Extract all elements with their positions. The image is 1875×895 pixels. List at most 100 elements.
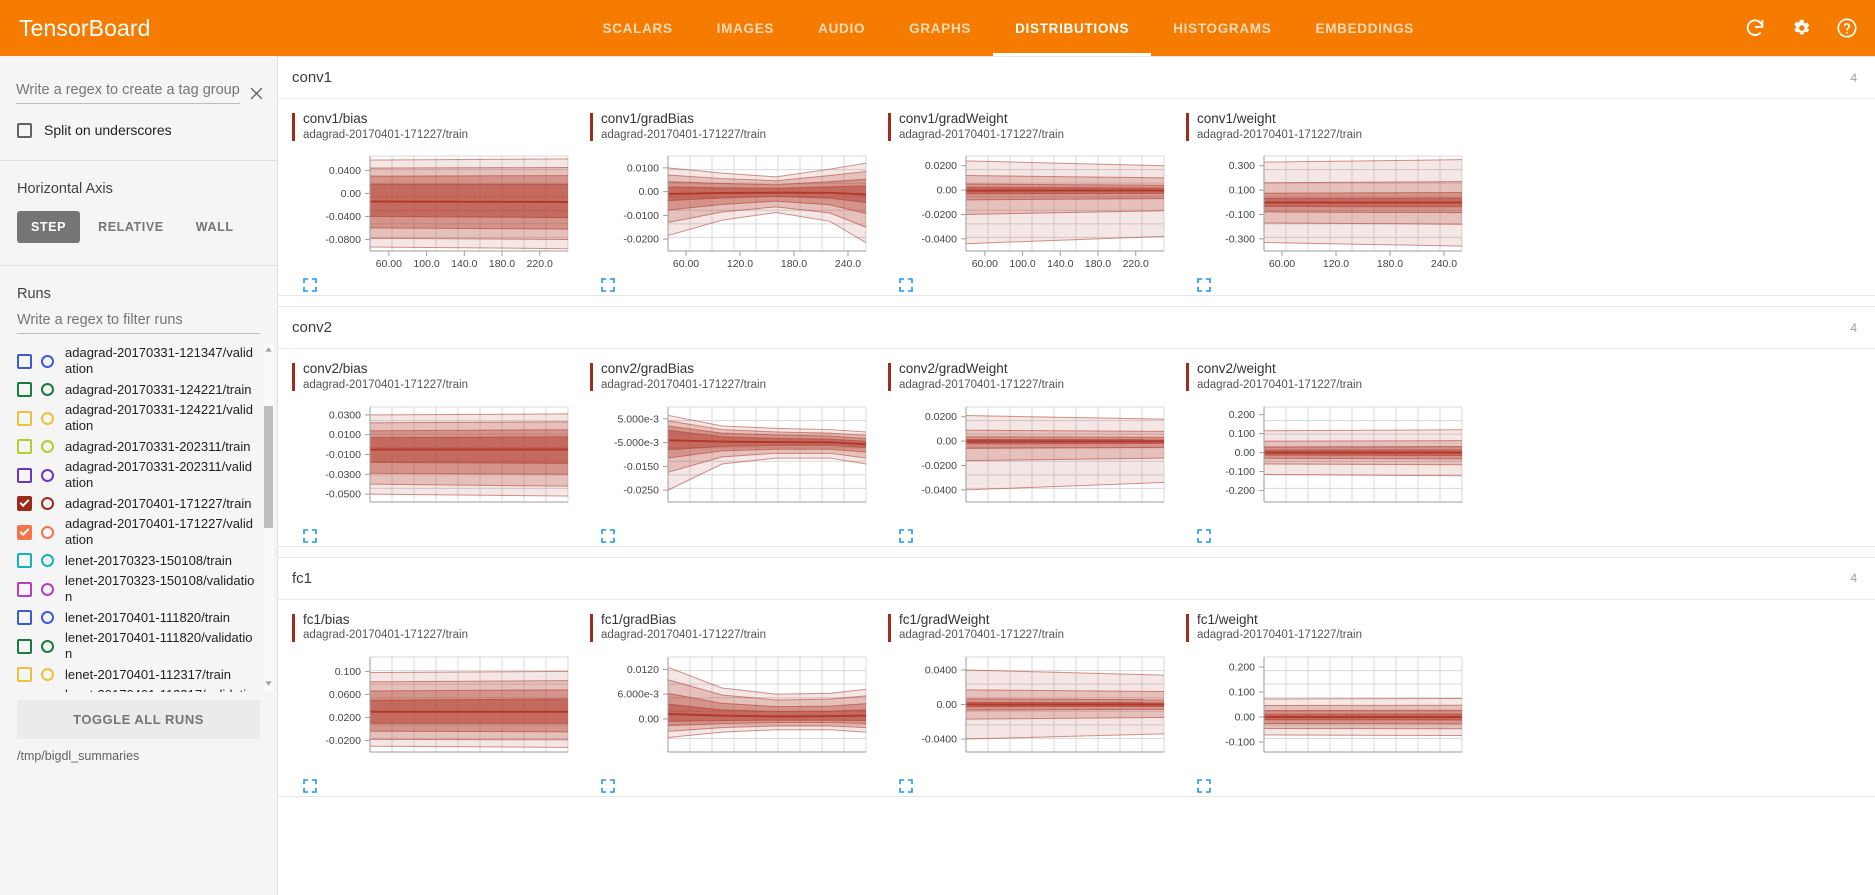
- chart-card[interactable]: fc1/gradWeight adagrad-20170401-171227/tr…: [888, 612, 1172, 796]
- run-item[interactable]: adagrad-20170331-121347/validation: [17, 344, 257, 378]
- run-color-circle-icon[interactable]: [41, 639, 54, 653]
- split-on-underscores-checkbox[interactable]: [17, 122, 32, 138]
- distribution-plot[interactable]: 0.300 0.100 -0.100 -0.300 60.00 120.0 180.0 240…: [1186, 148, 1470, 273]
- run-item[interactable]: adagrad-20170331-202311/validation: [17, 458, 257, 492]
- chart-card[interactable]: conv2/gradWeight adagrad-20170401-171227/…: [888, 361, 1172, 545]
- chart-card[interactable]: conv2/gradBias adagrad-20170401-171227/tr…: [590, 361, 874, 545]
- run-color-circle-icon[interactable]: [41, 468, 54, 482]
- expand-chart-icon[interactable]: [898, 778, 916, 796]
- expand-chart-icon[interactable]: [1196, 277, 1214, 295]
- run-item[interactable]: adagrad-20170401-171227/train: [17, 492, 257, 515]
- runs-scrollbar-thumb[interactable]: [264, 406, 273, 528]
- run-item[interactable]: lenet-20170401-111820/train: [17, 606, 257, 629]
- expand-chart-icon[interactable]: [302, 277, 320, 295]
- distribution-plot[interactable]: 0.200 0.100 0.00 -0.100: [1186, 649, 1470, 774]
- expand-chart-icon[interactable]: [600, 528, 618, 546]
- expand-chart-icon[interactable]: [1196, 528, 1214, 546]
- nav-tab-graphs[interactable]: GRAPHS: [909, 20, 972, 36]
- nav-tab-audio[interactable]: AUDIO: [818, 20, 866, 36]
- run-checkbox[interactable]: [17, 553, 32, 568]
- tag-group-header[interactable]: conv2 4: [278, 307, 1875, 350]
- scroll-down-arrow-icon[interactable]: [261, 676, 276, 691]
- run-checkbox[interactable]: [17, 581, 32, 597]
- chart-card[interactable]: conv2/bias adagrad-20170401-171227/train 0…: [292, 361, 576, 545]
- run-item[interactable]: adagrad-20170401-171227/validation: [17, 515, 257, 549]
- chart-card[interactable]: fc1/weight adagrad-20170401-171227/train 0…: [1186, 612, 1470, 796]
- run-color-circle-icon[interactable]: [41, 411, 54, 425]
- axis-button-wall[interactable]: WALL: [195, 220, 234, 234]
- run-color-circle-icon[interactable]: [41, 497, 54, 510]
- run-checkbox[interactable]: [17, 496, 32, 511]
- settings-gear-icon[interactable]: [1781, 8, 1821, 48]
- chart-card[interactable]: fc1/gradBias adagrad-20170401-171227/trai…: [590, 612, 874, 796]
- split-on-underscores-row[interactable]: Split on underscores: [0, 104, 277, 138]
- run-checkbox[interactable]: [17, 439, 32, 454]
- run-color-circle-icon[interactable]: [41, 354, 54, 368]
- nav-tab-distributions[interactable]: DISTRIBUTIONS: [993, 0, 1152, 56]
- help-question-icon[interactable]: [1827, 8, 1867, 48]
- nav-tab-images[interactable]: IMAGES: [716, 20, 775, 36]
- run-checkbox[interactable]: [17, 467, 32, 483]
- run-color-circle-icon[interactable]: [41, 611, 54, 624]
- chart-card[interactable]: conv1/gradBias adagrad-20170401-171227/tr…: [590, 111, 874, 295]
- run-checkbox[interactable]: [17, 410, 32, 426]
- run-checkbox[interactable]: [17, 524, 32, 540]
- chart-card[interactable]: fc1/bias adagrad-20170401-171227/train 0.1…: [292, 612, 576, 796]
- distribution-plot[interactable]: 0.0100 0.00 -0.0100 -0.0200 60.00 120.0 180.0 2…: [590, 148, 874, 273]
- refresh-icon[interactable]: [1735, 8, 1775, 48]
- run-color-circle-icon[interactable]: [41, 525, 54, 539]
- runs-scrollbar[interactable]: [264, 344, 273, 692]
- tag-group-header[interactable]: fc1 4: [278, 557, 1875, 600]
- run-color-circle-icon[interactable]: [41, 582, 54, 596]
- axis-button-relative[interactable]: RELATIVE: [98, 220, 164, 234]
- run-color-circle-icon[interactable]: [41, 668, 54, 681]
- run-item[interactable]: lenet-20170323-150108/validation: [17, 572, 257, 606]
- distribution-plot[interactable]: 5.000e-3 -5.000e-3 -0.0150 -0.0250: [590, 399, 874, 524]
- run-checkbox[interactable]: [17, 353, 32, 369]
- chart-card[interactable]: conv1/weight adagrad-20170401-171227/trai…: [1186, 111, 1470, 295]
- run-item[interactable]: lenet-20170401-112317/train: [17, 663, 257, 686]
- chart-card[interactable]: conv2/weight adagrad-20170401-171227/trai…: [1186, 361, 1470, 545]
- expand-chart-icon[interactable]: [898, 528, 916, 546]
- run-item[interactable]: adagrad-20170331-124221/validation: [17, 401, 257, 435]
- run-item[interactable]: lenet-20170323-150108/train: [17, 549, 257, 572]
- expand-chart-icon[interactable]: [898, 277, 916, 295]
- distribution-plot[interactable]: 0.0300 0.0100 -0.0100 -0.0300 -0.0500: [292, 399, 576, 524]
- chart-card[interactable]: conv1/bias adagrad-20170401-171227/train 0…: [292, 111, 576, 295]
- close-icon[interactable]: [248, 78, 265, 108]
- runs-filter-input[interactable]: Write a regex to filter runs: [17, 312, 260, 334]
- toggle-all-runs-button[interactable]: TOGGLE ALL RUNS: [17, 700, 260, 739]
- distribution-plot[interactable]: 0.0120 6.000e-3 0.00: [590, 649, 874, 774]
- distribution-plot[interactable]: 0.0200 0.00 -0.0200 -0.0400: [888, 399, 1172, 524]
- nav-tab-histograms[interactable]: HISTOGRAMS: [1173, 20, 1272, 36]
- distribution-plot[interactable]: 0.100 0.0600 0.0200 -0.0200: [292, 649, 576, 774]
- run-checkbox[interactable]: [17, 382, 32, 397]
- runs-list[interactable]: adagrad-20170331-121347/validation adagra…: [0, 344, 277, 692]
- distribution-plot[interactable]: 0.0400 0.00 -0.0400 -0.0800 60.00 100.0 140.0 1…: [292, 148, 576, 273]
- expand-chart-icon[interactable]: [600, 778, 618, 796]
- expand-chart-icon[interactable]: [1196, 778, 1214, 796]
- scroll-up-arrow-icon[interactable]: [261, 344, 276, 357]
- run-checkbox[interactable]: [17, 638, 32, 654]
- expand-chart-icon[interactable]: [302, 778, 320, 796]
- distribution-plot[interactable]: 0.0400 0.00 -0.0400: [888, 649, 1172, 774]
- distribution-plot[interactable]: 0.0200 0.00 -0.0200 -0.0400 60.00 100.0 140.0 1…: [888, 148, 1172, 273]
- nav-tab-scalars[interactable]: SCALARS: [602, 20, 673, 36]
- run-item[interactable]: adagrad-20170331-202311/train: [17, 435, 257, 458]
- run-color-circle-icon[interactable]: [41, 383, 54, 396]
- nav-tab-embeddings[interactable]: EMBEDDINGS: [1315, 20, 1414, 36]
- tag-group-regex-input[interactable]: Write a regex to create a tag group: [16, 82, 240, 104]
- run-color-circle-icon[interactable]: [41, 440, 54, 453]
- distribution-plot[interactable]: 0.200 0.100 0.00 -0.100 -0.200: [1186, 399, 1470, 524]
- run-color-circle-icon[interactable]: [41, 554, 54, 567]
- expand-chart-icon[interactable]: [302, 528, 320, 546]
- run-item[interactable]: lenet-20170401-111820/validation: [17, 629, 257, 663]
- run-checkbox[interactable]: [17, 667, 32, 682]
- run-item[interactable]: lenet-20170401-112317/validation: [17, 686, 257, 692]
- distributions-panel[interactable]: conv1 4 conv1/bias adagrad-20170401-171227/…: [278, 56, 1875, 895]
- axis-button-step[interactable]: STEP: [17, 211, 81, 243]
- chart-card[interactable]: conv1/gradWeight adagrad-20170401-171227/…: [888, 111, 1172, 295]
- tag-group-header[interactable]: conv1 4: [278, 57, 1875, 99]
- run-item[interactable]: adagrad-20170331-124221/train: [17, 378, 257, 401]
- expand-chart-icon[interactable]: [600, 277, 618, 295]
